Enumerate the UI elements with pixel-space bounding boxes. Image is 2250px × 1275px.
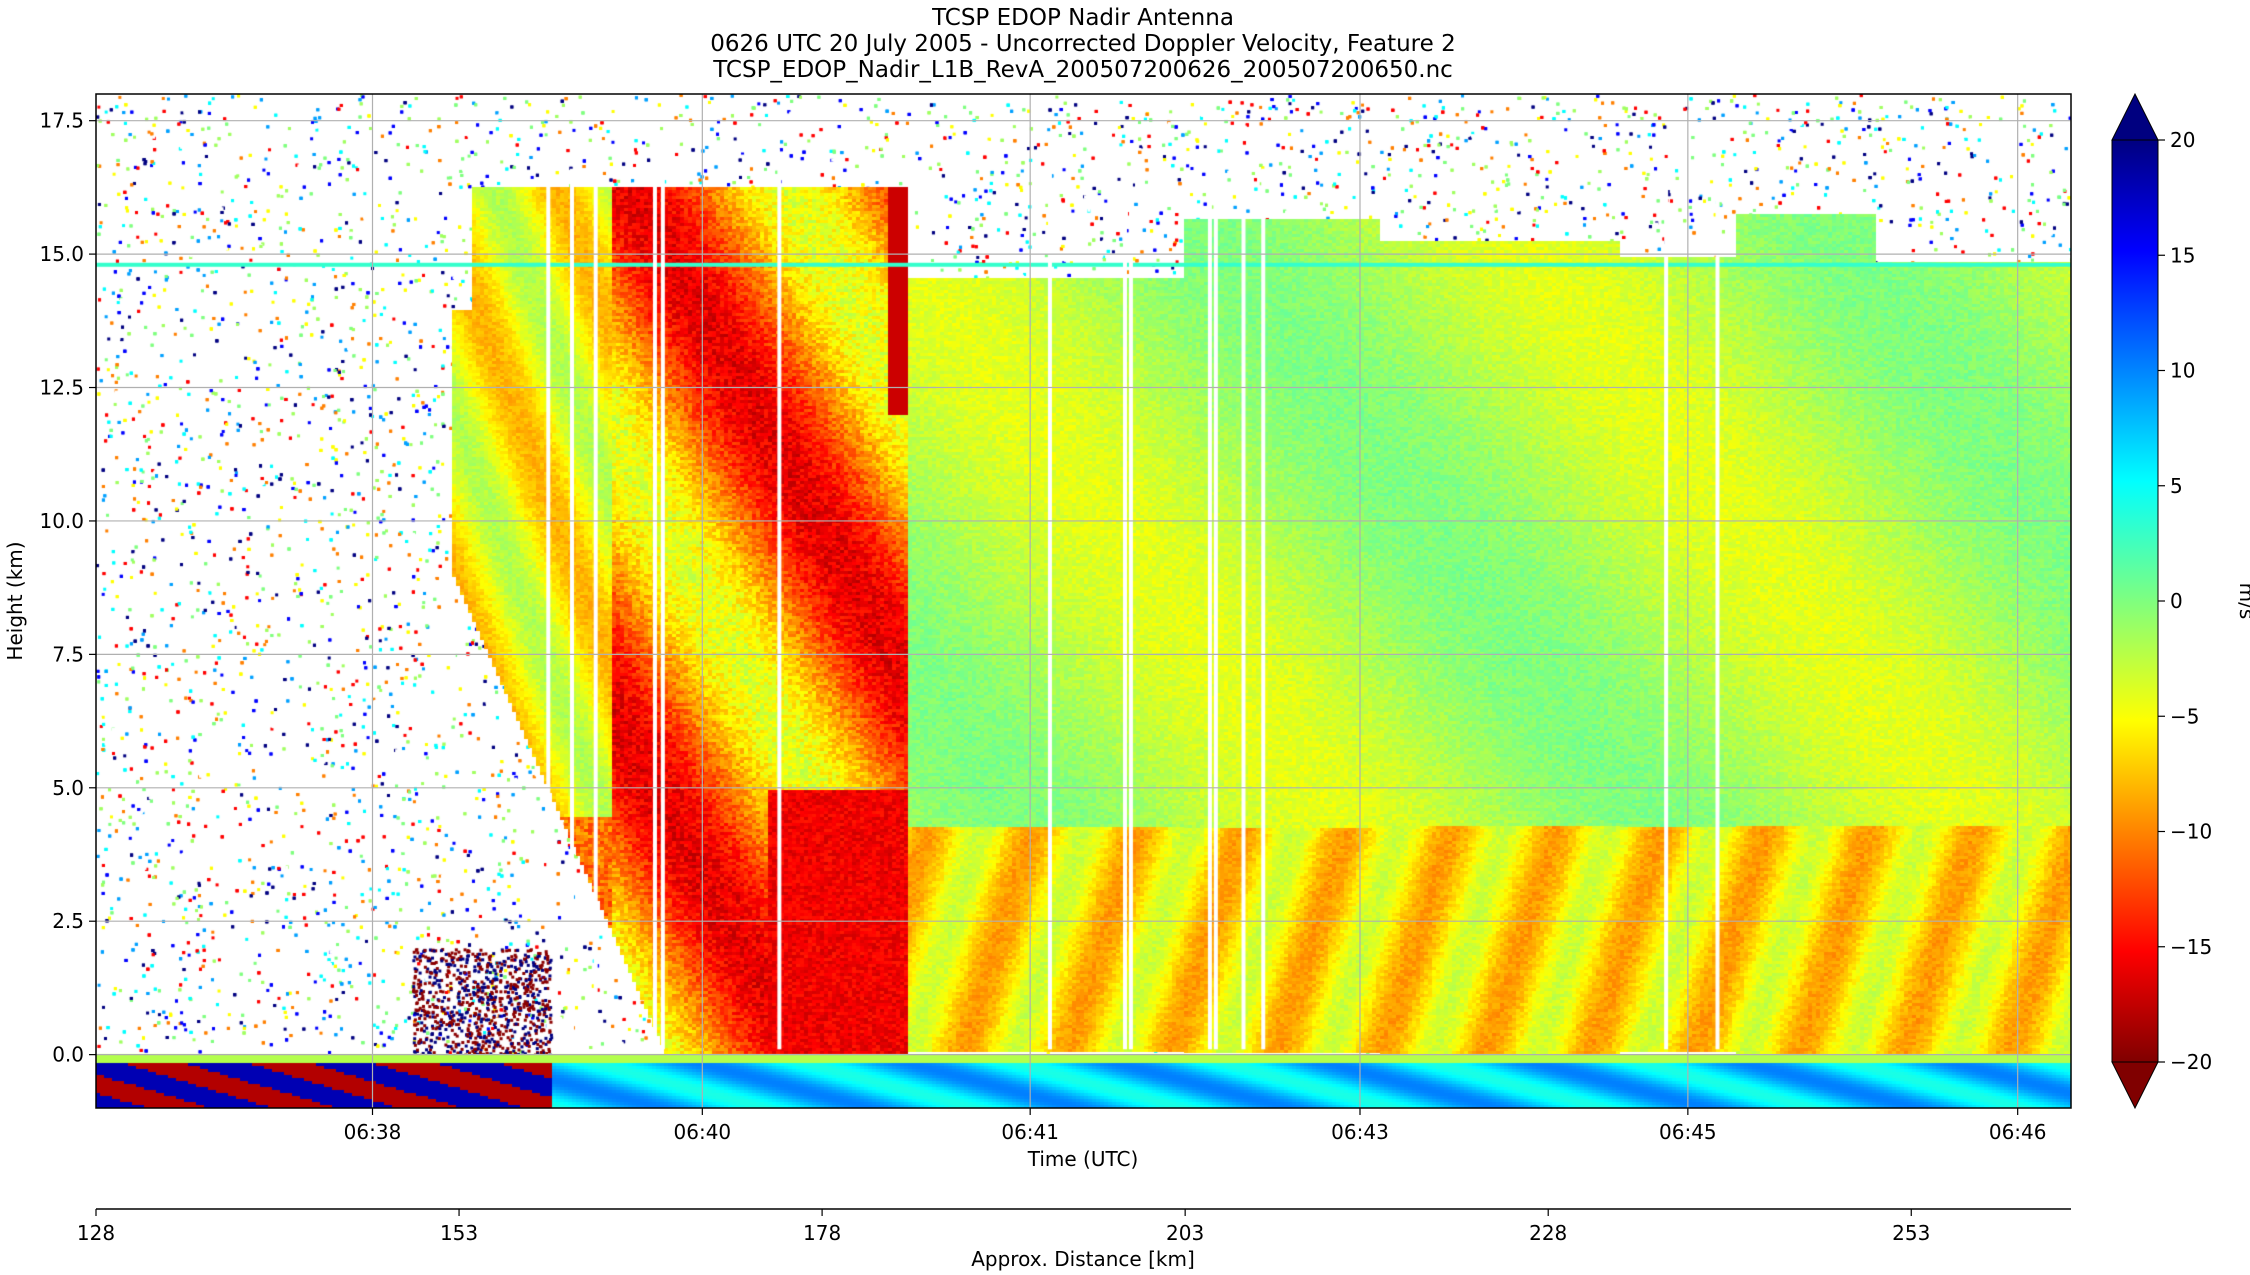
colorbar-extend-bottom (2111, 1061, 2159, 1110)
distance-tick-label: 178 (803, 1221, 841, 1245)
x-tick-label: 06:46 (1989, 1120, 2047, 1144)
colorbar-gradient (2111, 139, 2159, 1063)
y-tick-label: 12.5 (39, 376, 84, 400)
colorbar-tick-label: 15 (2170, 243, 2195, 267)
y-axis-label: Height (km) (3, 541, 27, 660)
x-tick-label: 06:45 (1659, 1120, 1717, 1144)
plot-frame (95, 93, 2072, 1109)
chart-title-line-3: TCSP_EDOP_Nadir_L1B_RevA_200507200626_20… (712, 57, 1453, 83)
colorbar-tick-label: −15 (2170, 935, 2212, 959)
distance-tick-label: 203 (1166, 1221, 1204, 1245)
colorbar-label: m/s (2235, 583, 2250, 620)
distance-axis-label: Approx. Distance [km] (971, 1247, 1195, 1271)
x-axis-label: Time (UTC) (1027, 1147, 1139, 1171)
colorbar: 20 15 10 5 0 −5 −10 −15 −20 m/s (2111, 92, 2250, 1110)
colorbar-tick-label: −5 (2170, 704, 2199, 728)
distance-tick-label: 253 (1892, 1221, 1930, 1245)
colorbar-tick-label: 10 (2170, 359, 2195, 383)
distance-axis: 128 153 178 203 228 253 (77, 1209, 1930, 1245)
distance-tick-label: 153 (440, 1221, 478, 1245)
chart-title-line-1: TCSP EDOP Nadir Antenna (931, 5, 1234, 31)
y-tick-label: 17.5 (39, 109, 84, 133)
y-tick-label: 7.5 (52, 642, 84, 666)
x-tick-label: 06:43 (1331, 1120, 1389, 1144)
distance-tick-label: 128 (77, 1221, 115, 1245)
y-tick-label: 2.5 (52, 909, 84, 933)
x-tick-label: 06:38 (344, 1120, 402, 1144)
colorbar-tick-label: −20 (2170, 1050, 2212, 1074)
colorbar-tick-label: −10 (2170, 820, 2212, 844)
colorbar-tick-label: 20 (2170, 128, 2195, 152)
x-axis: 06:38 06:40 06:41 06:43 06:45 06:46 (344, 1108, 2047, 1144)
colorbar-tick-label: 5 (2170, 474, 2183, 498)
colorbar-tick-label: 0 (2170, 589, 2183, 613)
x-tick-label: 06:41 (1001, 1120, 1059, 1144)
colorbar-ticks: 20 15 10 5 0 −5 −10 −15 −20 (2158, 128, 2212, 1074)
plot-grid (96, 94, 2071, 1108)
colorbar-extend-top (2111, 92, 2159, 141)
y-tick-label: 15.0 (39, 242, 84, 266)
y-tick-label: 5.0 (52, 776, 84, 800)
y-axis: 0.0 2.5 5.0 7.5 10.0 12.5 15.0 17.5 (39, 109, 96, 1067)
distance-tick-label: 228 (1529, 1221, 1567, 1245)
velocity-curtain-raster (96, 94, 2071, 1108)
y-tick-label: 10.0 (39, 509, 84, 533)
chart-title-line-2: 0626 UTC 20 July 2005 - Uncorrected Dopp… (710, 31, 1455, 57)
y-tick-label: 0.0 (52, 1043, 84, 1067)
x-tick-label: 06:40 (674, 1120, 732, 1144)
velocity-curtain-image (96, 94, 2071, 1108)
